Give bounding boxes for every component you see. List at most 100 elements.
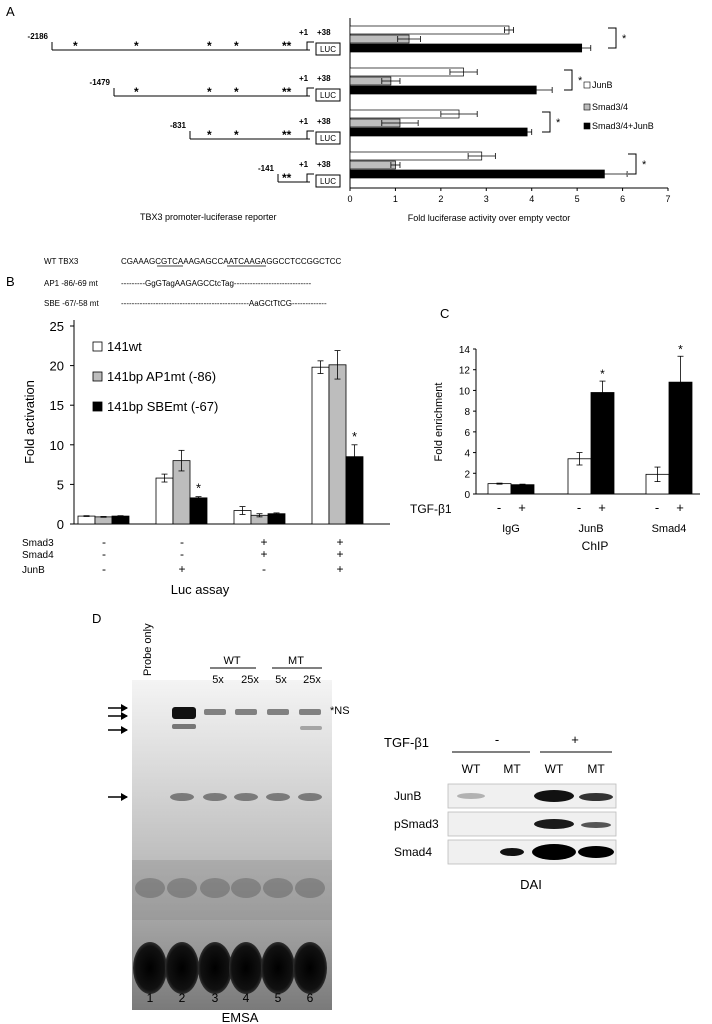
bar-141bp-sbemt-67- xyxy=(111,515,130,525)
bar-141bp-sbemt-67- xyxy=(267,513,286,525)
luc-label: LUC xyxy=(320,91,336,100)
arrow-icon xyxy=(108,793,128,801)
mutation-site-label: * xyxy=(134,85,139,99)
sequence-text: CGAAAGCGTCAAAGAGCCAATCAAGAGGCCTCCGGCTCC xyxy=(121,257,342,266)
nonspecific-band xyxy=(299,709,321,715)
treatment-mark: + xyxy=(260,547,267,561)
treatment-mark: - xyxy=(102,535,106,549)
concentration-label: 5x xyxy=(275,674,287,686)
bar-141wt xyxy=(311,366,330,525)
x-tick-label: 7 xyxy=(665,194,670,204)
blot-footer: DAI xyxy=(520,877,542,892)
panel-c-label: C xyxy=(440,306,449,321)
y-tick-label: 15 xyxy=(50,398,64,413)
construct-start-label: -141 xyxy=(258,164,275,173)
y-tick-label: 6 xyxy=(464,428,470,439)
plus-one-label: +1 xyxy=(299,74,309,83)
treatment-name: Smad3 xyxy=(22,538,54,549)
x-tick-label: 0 xyxy=(347,194,352,204)
significance-star: * xyxy=(556,117,561,129)
significance-star: * xyxy=(678,342,683,356)
legend-swatch xyxy=(92,371,103,382)
lane-number: 5 xyxy=(275,991,282,1005)
concentration-label: 25x xyxy=(241,674,259,686)
smear xyxy=(231,878,261,898)
legend-label: Smad3/4 xyxy=(592,102,628,112)
y-tick-label: 20 xyxy=(50,359,64,374)
arrow-icon xyxy=(108,712,128,720)
band-arrows xyxy=(108,704,128,801)
legend-swatch xyxy=(583,122,591,130)
x-tick-label: 1 xyxy=(393,194,398,204)
mutation-site-label: * xyxy=(73,39,78,53)
group-label: Smad4 xyxy=(652,523,687,535)
concentration-label: 25x xyxy=(303,674,321,686)
lane-number: 1 xyxy=(147,991,154,1005)
panel-c-xlabel: ChIP xyxy=(582,539,609,553)
nonspecific-band xyxy=(267,709,289,715)
plus-one-label: +1 xyxy=(299,117,309,126)
arrow-icon xyxy=(108,704,128,712)
shifted-complex-band xyxy=(172,707,196,719)
x-tick-label: 4 xyxy=(529,194,534,204)
treatment-mark: - xyxy=(102,562,106,576)
bar xyxy=(590,392,615,495)
significance-star: * xyxy=(352,429,357,444)
y-tick-label: 12 xyxy=(459,366,471,377)
bar-smad3-4-junb xyxy=(349,169,605,179)
protein-band xyxy=(578,846,614,858)
blot-lane-label: WT xyxy=(545,762,564,776)
free-probe-band xyxy=(229,942,263,994)
mutation-site-label: * xyxy=(234,128,239,142)
y-axis-label: Fold activation xyxy=(22,380,37,464)
lane-number: 4 xyxy=(243,991,250,1005)
protein-band xyxy=(579,793,613,801)
blot-lane-label: MT xyxy=(503,762,521,776)
protein-band xyxy=(534,790,574,802)
complex-band xyxy=(234,793,258,801)
sequence-alignment: WT TBX3 CGAAAGCGTCAAAGAGCCAATCAAGAGGCCTCC… xyxy=(44,257,342,308)
blot-row-label: pSmad3 xyxy=(394,817,439,831)
protein-band xyxy=(581,822,611,828)
complex-band xyxy=(170,793,194,801)
legend-swatch xyxy=(583,103,591,111)
significance-bracket xyxy=(542,111,551,133)
treatment-mark: + xyxy=(598,500,606,515)
plus-one-label: +1 xyxy=(299,28,309,37)
treatment-name: JunB xyxy=(22,565,45,576)
mutation-site-label: ** xyxy=(282,171,292,185)
mutation-site-label: * xyxy=(207,39,212,53)
complex-band xyxy=(266,793,290,801)
y-axis-label: Fold enrichment xyxy=(433,383,445,462)
treatment-name: Smad4 xyxy=(22,550,54,561)
construct-start-label: -2186 xyxy=(28,32,49,41)
panel-b-xlabel: Luc assay xyxy=(171,582,230,597)
legend-label: JunB xyxy=(592,80,613,90)
significance-bracket xyxy=(628,153,637,175)
mutation-site-label: * xyxy=(207,128,212,142)
treatment-mark: - xyxy=(262,562,266,576)
smear xyxy=(263,878,293,898)
blot-row-label: JunB xyxy=(394,789,421,803)
panel-a-label: A xyxy=(6,4,15,19)
wt-label: WT xyxy=(223,655,240,667)
tss-arrow-icon xyxy=(306,173,314,182)
bar-smad3-4-junb xyxy=(349,43,583,53)
significance-star: * xyxy=(622,33,627,45)
chart-b: 0 5 10 15 20 25 Fold activation * * 141wt 141bp AP… xyxy=(22,319,390,532)
treatment-mark: - xyxy=(655,500,659,515)
treatment-marks-c: - + - + - + xyxy=(497,500,684,515)
x-tick-label: 2 xyxy=(438,194,443,204)
bar xyxy=(487,483,512,495)
treatment-mark: - xyxy=(497,500,501,515)
group-label: IgG xyxy=(502,523,520,535)
legend-label: 141wt xyxy=(107,339,142,354)
plus-one-label: +1 xyxy=(299,160,309,169)
protein-band xyxy=(457,793,485,799)
significance-star: * xyxy=(600,367,605,381)
sequence-name: WT TBX3 xyxy=(44,257,79,266)
mutation-site-label: * xyxy=(207,85,212,99)
legend-label: 141bp SBEmt (-67) xyxy=(107,399,218,414)
